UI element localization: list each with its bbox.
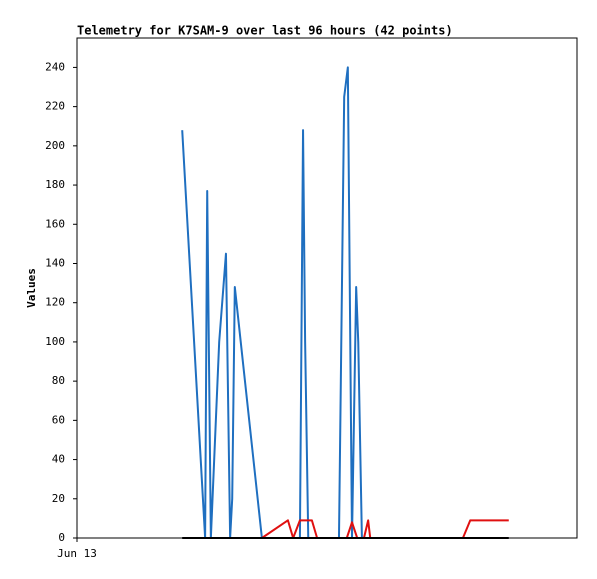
y-tick-label: 100 bbox=[45, 335, 65, 348]
y-axis-label: Values bbox=[25, 268, 38, 308]
x-tick-label: Jun 13 bbox=[57, 547, 97, 560]
y-tick-label: 40 bbox=[52, 453, 65, 466]
y-tick-label: 20 bbox=[52, 492, 65, 505]
y-tick-label: 80 bbox=[52, 374, 65, 387]
y-tick-label: 120 bbox=[45, 296, 65, 309]
y-tick-label: 200 bbox=[45, 139, 65, 152]
y-tick-label: 240 bbox=[45, 60, 65, 73]
y-tick-label: 220 bbox=[45, 100, 65, 113]
y-tick-label: 180 bbox=[45, 178, 65, 191]
y-tick-label: 140 bbox=[45, 256, 65, 269]
y-tick-label: 0 bbox=[58, 531, 65, 544]
y-tick-label: 160 bbox=[45, 217, 65, 230]
y-tick-label: 60 bbox=[52, 413, 65, 426]
chart-title: Telemetry for K7SAM-9 over last 96 hours… bbox=[77, 24, 453, 38]
